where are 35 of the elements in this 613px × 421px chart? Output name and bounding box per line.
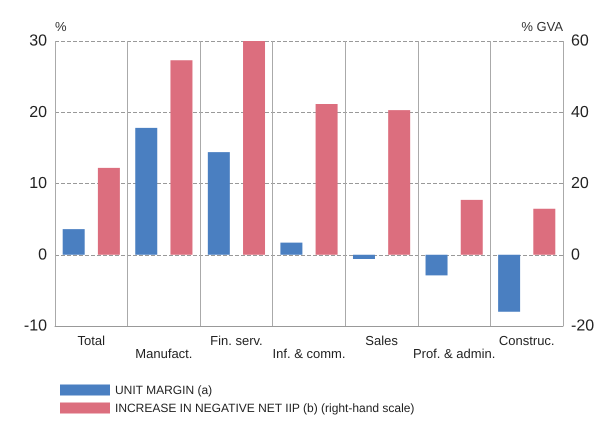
x-tick-label: Fin. serv. (210, 333, 263, 348)
legend-label: INCREASE IN NEGATIVE NET IIP (b) (right-hand scale) (115, 401, 414, 415)
bar (208, 152, 230, 255)
y-tick-label: -10 (24, 318, 48, 334)
bar (352, 254, 375, 260)
x-tick-label: Inf. & comm. (272, 346, 346, 361)
bar (98, 168, 120, 255)
legend-label: UNIT MARGIN (a) (115, 383, 212, 397)
x-tick-label: Sales (365, 333, 398, 348)
y2-tick-label: 20 (571, 175, 589, 192)
y-tick-label: 0 (38, 246, 48, 264)
y2-tick-label: 0 (571, 246, 580, 264)
y-axis-title: % (55, 19, 67, 34)
x-tick-label: Construc. (498, 333, 555, 348)
bar (533, 208, 556, 255)
bar (316, 104, 338, 255)
bar (62, 229, 85, 255)
bar (135, 128, 158, 255)
y2-tick-label: 60 (571, 32, 589, 50)
x-tick-label: Manufact. (135, 346, 192, 361)
y-tick-label: 10 (29, 175, 48, 192)
bar (170, 60, 192, 255)
bar (388, 110, 410, 255)
x-tick-label: Total (78, 333, 106, 348)
y-tick-label: 20 (29, 104, 48, 121)
y2-tick-label: 40 (571, 104, 589, 121)
bar (460, 200, 483, 255)
y-tick-label: 30 (29, 32, 48, 50)
y2-axis-title: % GVA (521, 19, 564, 34)
bar (243, 41, 266, 255)
bar (280, 242, 302, 255)
x-tick-label: Prof. & admin. (412, 346, 496, 361)
bar (498, 254, 520, 312)
bar (426, 254, 448, 276)
y2-tick-label: -20 (571, 318, 594, 334)
